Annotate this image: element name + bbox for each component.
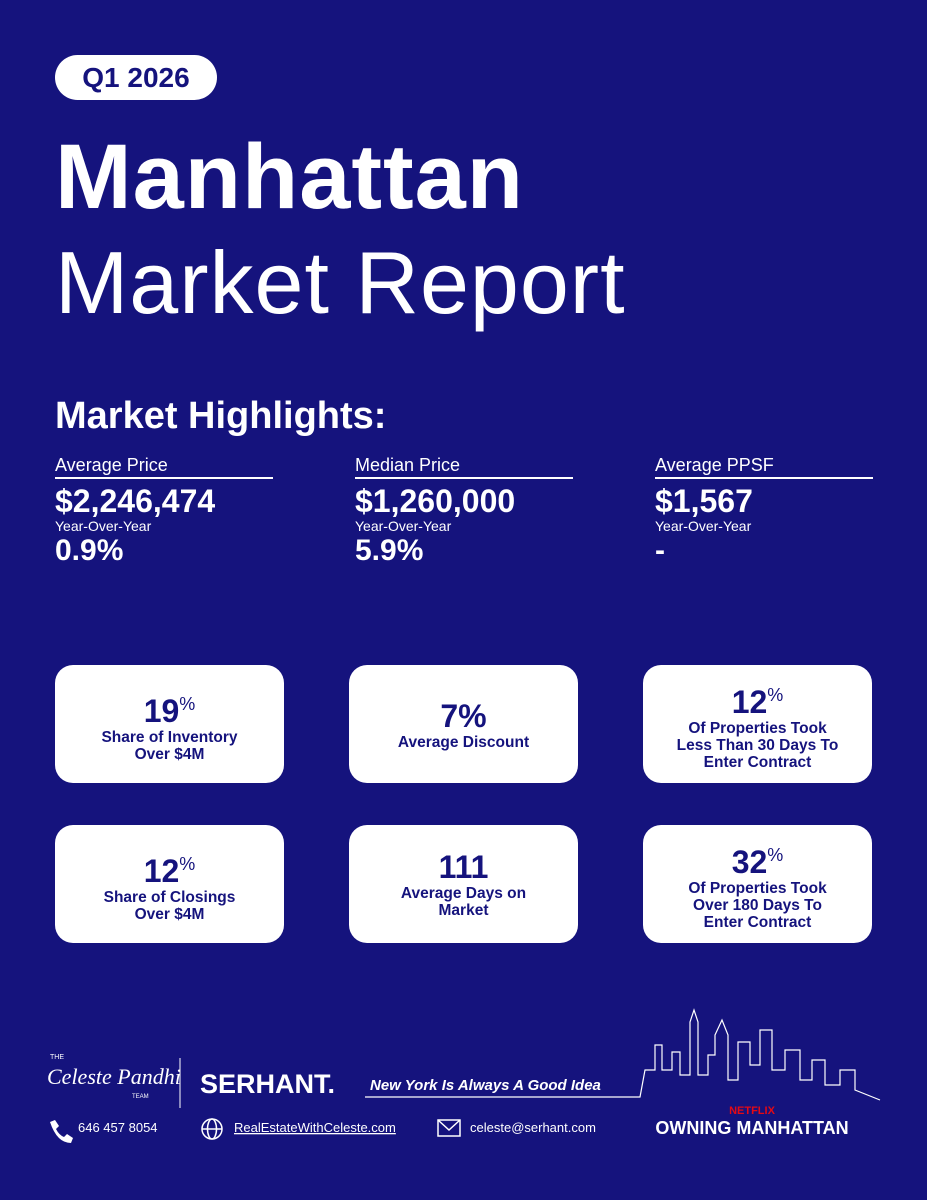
stat-value: 12 — [143, 852, 180, 889]
globe-icon — [201, 1118, 223, 1140]
highlight-label: Median Price — [355, 455, 573, 479]
stat-text: Average Days on — [400, 885, 527, 902]
stat-number: 12% — [732, 677, 784, 720]
website[interactable]: RealEstateWithCeleste.com — [234, 1120, 396, 1135]
stat-text: Over $4M — [134, 905, 205, 923]
stat-text: Less Than 30 Days To — [676, 737, 839, 754]
yoy-label: Year-Over-Year — [655, 518, 752, 534]
team-suffix: TEAM — [132, 1094, 149, 1100]
yoy-label: Year-Over-Year — [355, 518, 452, 534]
highlight-value: $1,567 — [655, 483, 753, 519]
stat-number: 19% — [144, 686, 196, 729]
highlight-value: $2,246,474 — [55, 483, 216, 519]
stat-unit: % — [767, 845, 784, 865]
stat-card: 19% Share of Inventory Over $4M — [55, 665, 284, 783]
stat-value: 7% — [440, 697, 487, 734]
title-line: Manhattan — [55, 126, 524, 228]
stat-card: 111 Average Days on Market — [349, 825, 578, 943]
stat-text: Over $4M — [134, 745, 205, 763]
stat-unit: % — [179, 853, 196, 874]
stat-card: 7% Average Discount — [349, 665, 578, 783]
stat-text: Market — [438, 902, 489, 919]
stat-value: 32 — [731, 844, 768, 880]
stat-text: Enter Contract — [703, 754, 812, 771]
yoy-label: Year-Over-Year — [55, 518, 152, 534]
stat-text: Average Discount — [397, 733, 530, 751]
stat-card: 12% Share of Closings Over $4M — [55, 825, 284, 943]
stat-text: Over 180 Days To — [693, 897, 822, 914]
stat-card: 12% Of Properties Took Less Than 30 Days T… — [643, 665, 872, 783]
yoy-value: 5.9% — [355, 534, 424, 567]
stat-number: 111 — [439, 849, 489, 885]
team-prefix: THE — [50, 1054, 64, 1061]
stat-text: Of Properties Took — [688, 880, 827, 897]
skyline — [365, 1008, 881, 1101]
stat-value: 12 — [731, 684, 768, 720]
badge: Q1 2026 — [55, 55, 217, 100]
stat-value: 111 — [438, 849, 489, 885]
show: OWNING MANHATTAN — [655, 1118, 848, 1138]
highlight-value: $1,260,000 — [355, 483, 516, 519]
phone-icon — [50, 1120, 73, 1143]
mail-icon — [437, 1119, 461, 1137]
title-line: Market Report — [55, 233, 626, 332]
tagline: New York Is Always A Good Idea — [370, 1077, 601, 1094]
stat-text: Share of Closings — [103, 888, 236, 906]
email[interactable]: celeste@serhant.com — [470, 1120, 596, 1135]
team-name: Celeste Pandhi — [47, 1064, 181, 1089]
section-heading: Market Highlights: — [55, 395, 387, 437]
brand: SERHANT. — [200, 1069, 335, 1099]
network: NETFLIX — [729, 1105, 775, 1117]
highlight-label: Average Price — [55, 455, 273, 479]
stat-text: Of Properties Took — [688, 720, 827, 737]
highlight: Median Price $1,260,000 Year-Over-Year 5.9% — [355, 455, 573, 568]
stat-number: 32% — [732, 837, 784, 880]
stat-unit: % — [767, 685, 784, 705]
highlight-label: Average PPSF — [655, 455, 873, 479]
yoy-value: 0.9% — [55, 534, 124, 567]
highlight: Average PPSF $1,567 Year-Over-Year - — [655, 455, 873, 568]
phone: 646 457 8054 — [78, 1120, 158, 1135]
stat-card: 32% Of Properties Took Over 180 Days To Ent… — [643, 825, 872, 943]
stat-text: Enter Contract — [703, 914, 812, 931]
footer: THE Celeste Pandhi TEAM SERHANT. New Yor… — [47, 1008, 881, 1143]
stat-text: Share of Inventory — [101, 728, 238, 746]
stat-value: 19 — [143, 692, 180, 729]
yoy-value: - — [655, 534, 665, 567]
stat-number: 12% — [144, 846, 196, 889]
stat-number: 7% — [440, 698, 486, 734]
highlight: Average Price $2,246,474 Year-Over-Year 0.9… — [55, 455, 273, 568]
stat-unit: % — [179, 693, 196, 714]
